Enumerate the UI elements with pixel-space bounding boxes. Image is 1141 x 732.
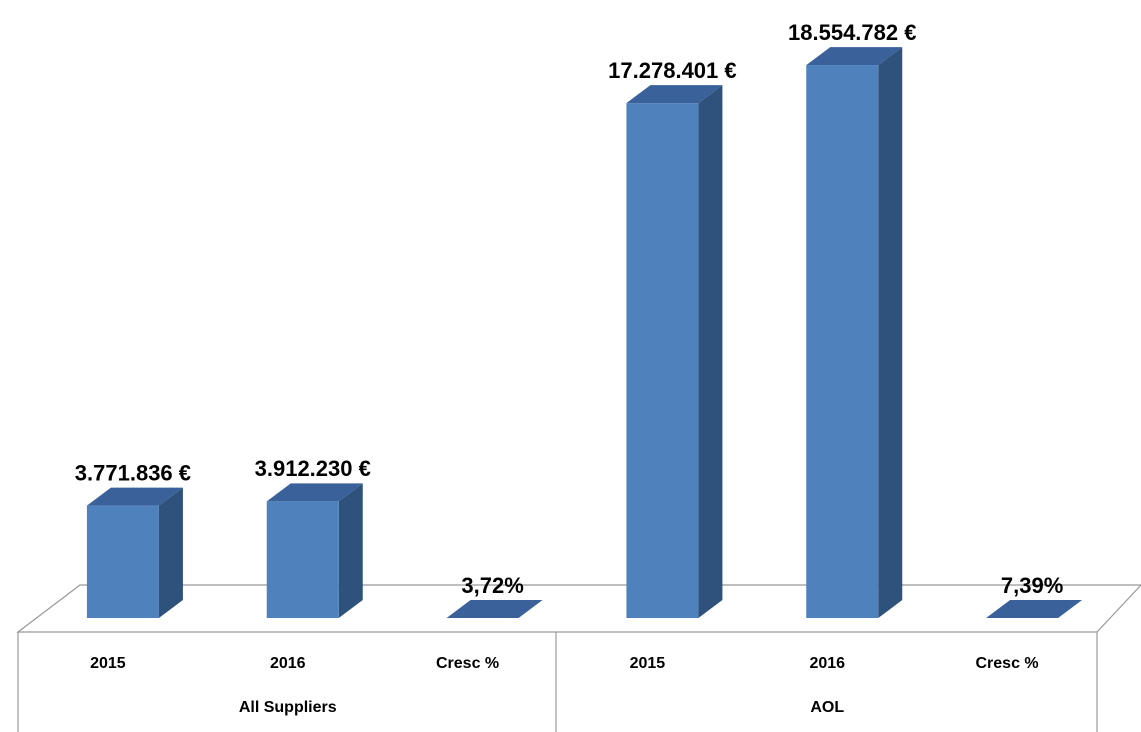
bar-top	[266, 483, 363, 502]
bar-top	[446, 599, 543, 618]
bar-top	[806, 47, 903, 66]
x-tick-label: 2015	[90, 655, 126, 672]
value-label: 3,72%	[461, 573, 523, 598]
x-tick-label: 2016	[809, 655, 845, 672]
bar	[806, 65, 879, 618]
value-label: 18.554.782 €	[788, 20, 916, 45]
bar-top	[626, 85, 723, 104]
bar-top	[86, 487, 183, 506]
x-tick-label: Cresc %	[436, 655, 499, 672]
bar-side	[338, 483, 363, 618]
group-label: AOL	[810, 699, 844, 716]
value-label: 17.278.401 €	[608, 58, 736, 83]
bar-side	[878, 47, 903, 618]
value-label: 3.912.230 €	[255, 456, 371, 481]
x-tick-label: Cresc %	[976, 655, 1039, 672]
bar-side	[698, 85, 723, 619]
bar	[86, 505, 159, 618]
floor-and-table	[16, 584, 1141, 732]
bar-side	[158, 487, 183, 618]
x-tick-label: 2015	[630, 655, 666, 672]
bar	[266, 501, 339, 618]
floor	[16, 584, 1141, 633]
group-label: All Suppliers	[239, 699, 337, 716]
bar	[626, 103, 699, 619]
value-label: 3.771.836 €	[75, 460, 191, 485]
x-tick-label: 2016	[270, 655, 306, 672]
value-label: 7,39%	[1001, 573, 1063, 598]
bar-top	[986, 599, 1083, 618]
bar-side	[1058, 599, 1083, 618]
